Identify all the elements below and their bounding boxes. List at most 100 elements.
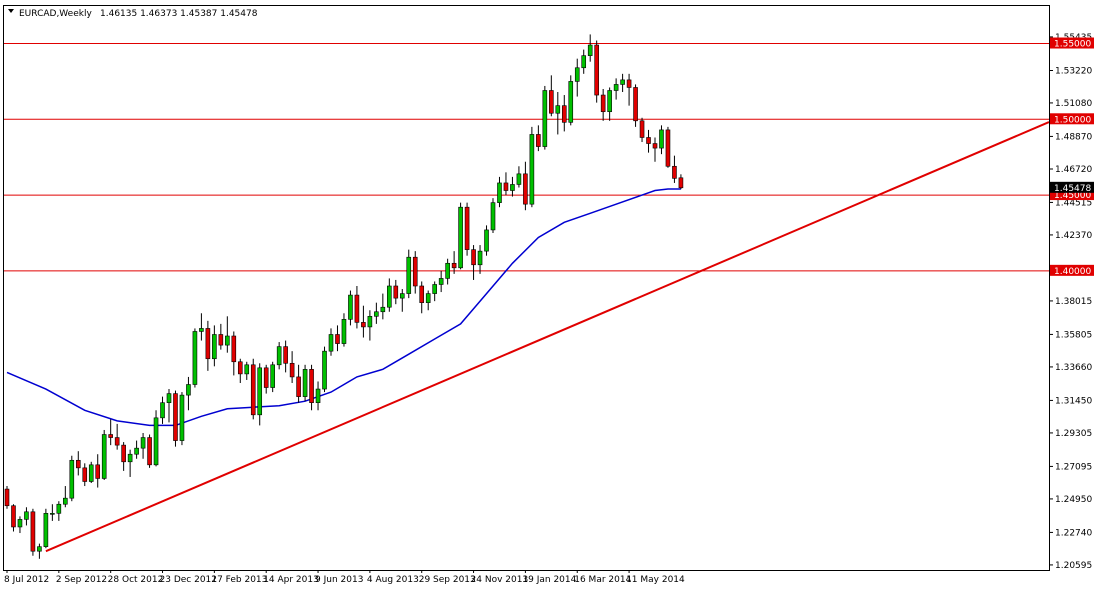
candle[interactable] — [432, 281, 437, 302]
candle[interactable] — [626, 73, 632, 106]
candle[interactable] — [179, 392, 185, 446]
candle[interactable] — [477, 245, 483, 274]
candle[interactable] — [328, 328, 334, 356]
candle[interactable] — [205, 320, 211, 371]
candle[interactable] — [88, 461, 94, 484]
candle[interactable] — [50, 504, 55, 521]
candle[interactable] — [315, 381, 321, 411]
candle[interactable] — [581, 49, 587, 74]
candle[interactable] — [633, 84, 638, 127]
candle[interactable] — [199, 313, 204, 341]
candle[interactable] — [95, 454, 101, 488]
candle[interactable] — [166, 389, 172, 423]
candle[interactable] — [503, 172, 509, 196]
candle[interactable] — [322, 346, 327, 393]
candle[interactable] — [4, 486, 10, 509]
candle[interactable] — [283, 340, 288, 373]
candle[interactable] — [237, 358, 243, 383]
candle[interactable] — [289, 351, 295, 383]
candle[interactable] — [186, 376, 191, 411]
candle[interactable] — [458, 202, 463, 270]
candle[interactable] — [652, 137, 658, 162]
candle[interactable] — [270, 361, 275, 393]
candle[interactable] — [419, 281, 425, 314]
candle[interactable] — [438, 270, 444, 293]
candle[interactable] — [594, 40, 599, 103]
candle[interactable] — [555, 92, 561, 135]
candle[interactable] — [121, 442, 126, 471]
candle[interactable] — [134, 440, 139, 459]
candle[interactable] — [276, 342, 282, 370]
candle[interactable] — [11, 504, 16, 532]
candle[interactable] — [192, 328, 198, 388]
candle[interactable] — [354, 285, 360, 329]
candle[interactable] — [101, 429, 107, 480]
candle[interactable] — [678, 174, 684, 190]
candle[interactable] — [114, 423, 120, 450]
candle[interactable] — [225, 316, 230, 353]
candle[interactable] — [471, 245, 476, 280]
candle[interactable] — [523, 161, 528, 211]
candle[interactable] — [69, 455, 75, 502]
triangle-down-icon[interactable] — [8, 9, 14, 13]
candle[interactable] — [160, 396, 165, 424]
candle[interactable] — [387, 278, 392, 312]
candle[interactable] — [108, 419, 113, 446]
candle[interactable] — [406, 249, 412, 299]
candle[interactable] — [218, 323, 224, 350]
trendline[interactable] — [45, 121, 1050, 553]
candle[interactable] — [367, 310, 373, 341]
candle[interactable] — [561, 95, 567, 132]
candle[interactable] — [361, 305, 366, 338]
candle[interactable] — [250, 358, 256, 420]
candle[interactable] — [24, 507, 29, 526]
candle[interactable] — [374, 302, 379, 324]
candle[interactable] — [43, 508, 49, 549]
candle[interactable] — [56, 501, 62, 521]
candle[interactable] — [613, 78, 619, 100]
candle[interactable] — [37, 543, 42, 559]
candle[interactable] — [516, 166, 522, 188]
candle[interactable] — [451, 251, 457, 274]
candle[interactable] — [412, 251, 418, 294]
candle[interactable] — [393, 279, 399, 305]
candle[interactable] — [536, 125, 541, 152]
candle[interactable] — [568, 75, 574, 126]
candle[interactable] — [665, 126, 671, 168]
candle[interactable] — [600, 88, 606, 121]
candle[interactable] — [646, 129, 651, 153]
candle[interactable] — [82, 463, 88, 487]
candle[interactable] — [380, 293, 386, 320]
candle[interactable] — [490, 198, 496, 233]
candle[interactable] — [672, 155, 677, 183]
candle[interactable] — [497, 176, 502, 208]
candle[interactable] — [659, 125, 664, 155]
candle[interactable] — [620, 73, 625, 93]
candle[interactable] — [263, 364, 269, 394]
candle[interactable] — [63, 486, 68, 508]
candle[interactable] — [127, 449, 133, 477]
candle[interactable] — [549, 75, 554, 117]
candle[interactable] — [399, 289, 405, 312]
candle[interactable] — [244, 361, 250, 380]
candle[interactable] — [30, 508, 36, 556]
candle[interactable] — [296, 364, 301, 403]
candle[interactable] — [212, 325, 217, 367]
candle[interactable] — [587, 34, 593, 62]
candle[interactable] — [607, 87, 612, 121]
candle[interactable] — [425, 290, 431, 311]
candle[interactable] — [173, 390, 178, 447]
candle[interactable] — [302, 364, 308, 402]
candle[interactable] — [147, 434, 152, 468]
candle[interactable] — [542, 85, 548, 150]
candle[interactable] — [510, 176, 515, 197]
candle[interactable] — [529, 126, 535, 208]
candle[interactable] — [445, 258, 450, 285]
candle[interactable] — [257, 363, 263, 426]
candle[interactable] — [341, 313, 347, 347]
candle[interactable] — [639, 117, 645, 143]
candle[interactable] — [140, 433, 146, 459]
candle[interactable] — [17, 516, 23, 534]
candle[interactable] — [75, 451, 81, 476]
